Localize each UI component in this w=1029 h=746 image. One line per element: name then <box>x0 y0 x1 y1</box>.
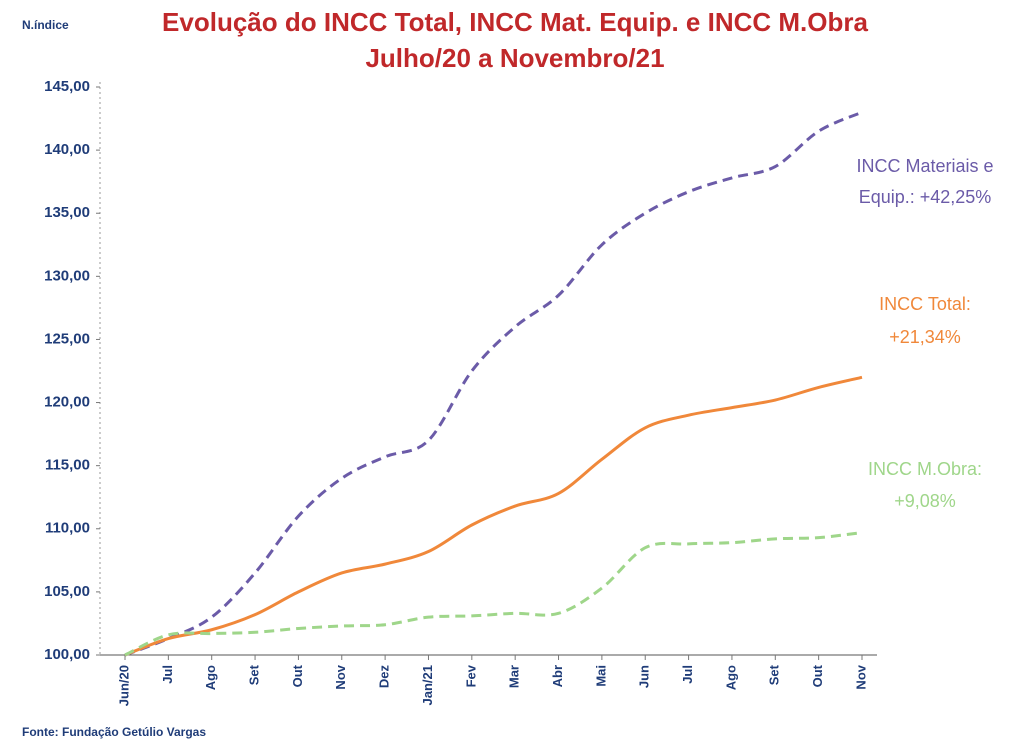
y-tick-label: 145,00 <box>44 78 90 95</box>
y-tick-label: 130,00 <box>44 267 90 284</box>
series-annotation: INCC Total: <box>879 294 971 314</box>
y-tick-label: 120,00 <box>44 394 90 411</box>
y-tick-label: 105,00 <box>44 583 90 600</box>
y-tick-label: 100,00 <box>44 646 90 663</box>
x-tick-label: Jul <box>680 665 695 684</box>
x-tick-label: Fev <box>463 664 478 687</box>
x-tick-label: Nov <box>853 664 868 689</box>
x-tick-label: Ago <box>723 665 738 690</box>
x-tick-label: Out <box>810 664 825 687</box>
series-annotation: Equip.: +42,25% <box>859 187 992 207</box>
line-series <box>124 531 863 657</box>
y-tick-label: 140,00 <box>44 141 90 158</box>
y-tick-label: 125,00 <box>44 330 90 347</box>
y-tick-label: 115,00 <box>45 457 90 474</box>
series-annotation: +9,08% <box>894 491 956 511</box>
x-tick-label: Out <box>290 664 305 687</box>
source: Fonte: Fundação Getúlio Vargas <box>22 725 206 739</box>
x-tick-label: Ago <box>203 665 218 690</box>
x-tick-label: Set <box>246 664 261 685</box>
x-tick-label: Mai <box>593 665 608 687</box>
y-axis-label: N.índice <box>22 18 69 32</box>
x-tick-label: Set <box>767 664 782 685</box>
series-annotation: +21,34% <box>889 327 961 347</box>
x-tick-label: Nov <box>333 664 348 689</box>
line-series <box>124 375 863 657</box>
x-tick-label: Jul <box>160 665 175 684</box>
y-tick-label: 110,00 <box>45 520 90 537</box>
x-tick-label: Abr <box>550 665 565 687</box>
x-tick-label: Jan/21 <box>420 665 435 705</box>
chart-subtitle: Julho/20 a Novembro/21 <box>365 43 664 73</box>
x-tick-label: Jun <box>637 665 652 688</box>
series-annotation: INCC M.Obra: <box>868 459 982 479</box>
series-annotation: INCC Materiais e <box>856 156 993 176</box>
line-series <box>124 110 863 657</box>
x-tick-label: Jun/20 <box>116 665 131 706</box>
chart-title: Evolução do INCC Total, INCC Mat. Equip.… <box>162 7 868 37</box>
y-tick-label: 135,00 <box>44 204 90 221</box>
x-tick-label: Dez <box>377 665 392 689</box>
x-tick-label: Mar <box>507 665 522 688</box>
